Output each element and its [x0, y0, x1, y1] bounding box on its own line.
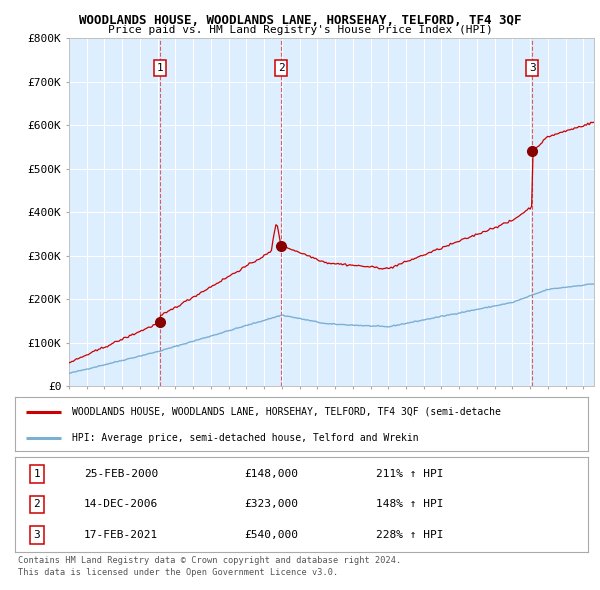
Text: 228% ↑ HPI: 228% ↑ HPI: [376, 530, 443, 540]
Text: 1: 1: [34, 469, 40, 479]
Text: 3: 3: [529, 63, 536, 73]
Text: 1: 1: [157, 63, 164, 73]
Text: £148,000: £148,000: [244, 469, 298, 479]
Text: Price paid vs. HM Land Registry's House Price Index (HPI): Price paid vs. HM Land Registry's House …: [107, 25, 493, 35]
Text: 17-FEB-2021: 17-FEB-2021: [84, 530, 158, 540]
Text: 2: 2: [34, 500, 40, 509]
Text: £323,000: £323,000: [244, 500, 298, 509]
Text: WOODLANDS HOUSE, WOODLANDS LANE, HORSEHAY, TELFORD, TF4 3QF: WOODLANDS HOUSE, WOODLANDS LANE, HORSEHA…: [79, 14, 521, 27]
Text: Contains HM Land Registry data © Crown copyright and database right 2024.: Contains HM Land Registry data © Crown c…: [18, 556, 401, 565]
Text: 3: 3: [34, 530, 40, 540]
Text: This data is licensed under the Open Government Licence v3.0.: This data is licensed under the Open Gov…: [18, 568, 338, 576]
Text: £540,000: £540,000: [244, 530, 298, 540]
Text: 148% ↑ HPI: 148% ↑ HPI: [376, 500, 443, 509]
Text: 211% ↑ HPI: 211% ↑ HPI: [376, 469, 443, 479]
Text: 14-DEC-2006: 14-DEC-2006: [84, 500, 158, 509]
Text: 25-FEB-2000: 25-FEB-2000: [84, 469, 158, 479]
Text: WOODLANDS HOUSE, WOODLANDS LANE, HORSEHAY, TELFORD, TF4 3QF (semi-detache: WOODLANDS HOUSE, WOODLANDS LANE, HORSEHA…: [73, 407, 501, 417]
Text: 2: 2: [278, 63, 284, 73]
Text: HPI: Average price, semi-detached house, Telford and Wrekin: HPI: Average price, semi-detached house,…: [73, 433, 419, 442]
